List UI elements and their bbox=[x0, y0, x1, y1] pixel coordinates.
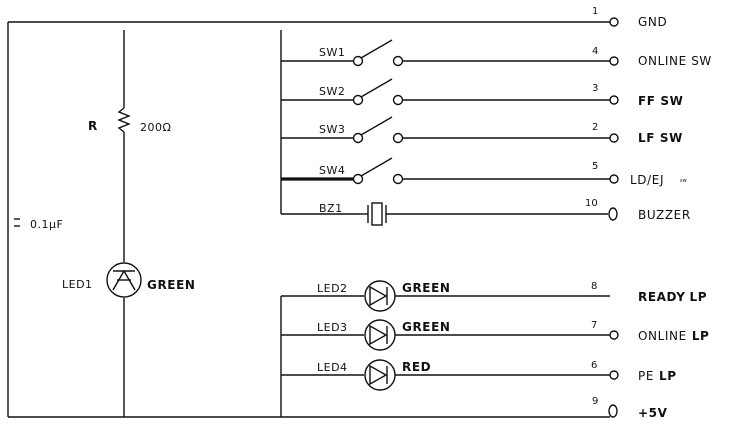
led3-signal-suffix: LP bbox=[692, 329, 710, 343]
led4-signal-name: PE bbox=[638, 369, 654, 383]
led1-symbol bbox=[106, 262, 142, 298]
switch-row bbox=[281, 39, 619, 67]
led2-ref: LED2 bbox=[317, 282, 348, 295]
sw3-ref: SW3 bbox=[319, 123, 345, 136]
gnd-rail bbox=[7, 21, 610, 418]
led3-color: GREEN bbox=[402, 320, 451, 334]
led3-signal: ONLINE LP bbox=[638, 329, 709, 343]
gnd-terminal bbox=[609, 17, 619, 27]
led4-pin: 6 bbox=[591, 360, 597, 371]
sw1-signal: ONLINE SW bbox=[638, 54, 712, 68]
led-row bbox=[281, 280, 610, 312]
led1-color: GREEN bbox=[147, 278, 196, 292]
vcc-terminal bbox=[608, 404, 618, 418]
led1-ref: LED1 bbox=[62, 278, 93, 291]
led2-signal-suffix: LP bbox=[690, 290, 708, 304]
capacitor-symbol bbox=[14, 218, 20, 227]
led4-signal: PE LP bbox=[638, 369, 677, 383]
led3-ref: LED3 bbox=[317, 321, 348, 334]
sw3-pin: 2 bbox=[592, 122, 598, 133]
sw4-pin: 5 bbox=[592, 161, 598, 172]
led-row bbox=[281, 319, 619, 351]
gnd-pin: 1 bbox=[592, 6, 598, 17]
sw4-note: sw bbox=[680, 178, 687, 184]
led3-pin: 7 bbox=[591, 320, 597, 331]
gnd-signal: GND bbox=[638, 15, 667, 29]
switch-row bbox=[281, 157, 619, 185]
buzzer-ref: BZ1 bbox=[319, 202, 343, 215]
vcc-signal: +5V bbox=[638, 406, 668, 420]
led4-color: RED bbox=[402, 360, 431, 374]
switch-row bbox=[281, 116, 619, 144]
led2-color: GREEN bbox=[402, 281, 451, 295]
buzzer-signal: BUZZER bbox=[638, 208, 691, 222]
left-branch bbox=[117, 30, 131, 417]
led4-ref: LED4 bbox=[317, 361, 348, 374]
sw2-signal: FF SW bbox=[638, 94, 683, 108]
sw3-signal: LF SW bbox=[638, 131, 683, 145]
sw1-pin: 4 bbox=[592, 46, 598, 57]
buzzer-symbol bbox=[360, 202, 618, 226]
sw4-ref: SW4 bbox=[319, 164, 345, 177]
switch-row bbox=[281, 78, 619, 106]
sw1-ref: SW1 bbox=[319, 46, 345, 59]
resistor-ref: R bbox=[88, 119, 98, 133]
led2-signal: READY LP bbox=[638, 290, 707, 304]
vcc-pin: 9 bbox=[592, 396, 598, 407]
led2-pin: 8 bbox=[591, 281, 597, 292]
capacitor-value: 0.1μF bbox=[30, 218, 63, 231]
resistor-value: 200Ω bbox=[140, 121, 171, 134]
sw2-ref: SW2 bbox=[319, 85, 345, 98]
led3-signal-name: ONLINE bbox=[638, 329, 687, 343]
sw2-pin: 3 bbox=[592, 83, 598, 94]
led2-signal-name: READY bbox=[638, 290, 686, 304]
buzzer-pin: 10 bbox=[585, 198, 598, 209]
led-row bbox=[281, 359, 619, 391]
sw4-signal: LD/EJ bbox=[630, 173, 664, 187]
led4-signal-suffix: LP bbox=[659, 369, 677, 383]
